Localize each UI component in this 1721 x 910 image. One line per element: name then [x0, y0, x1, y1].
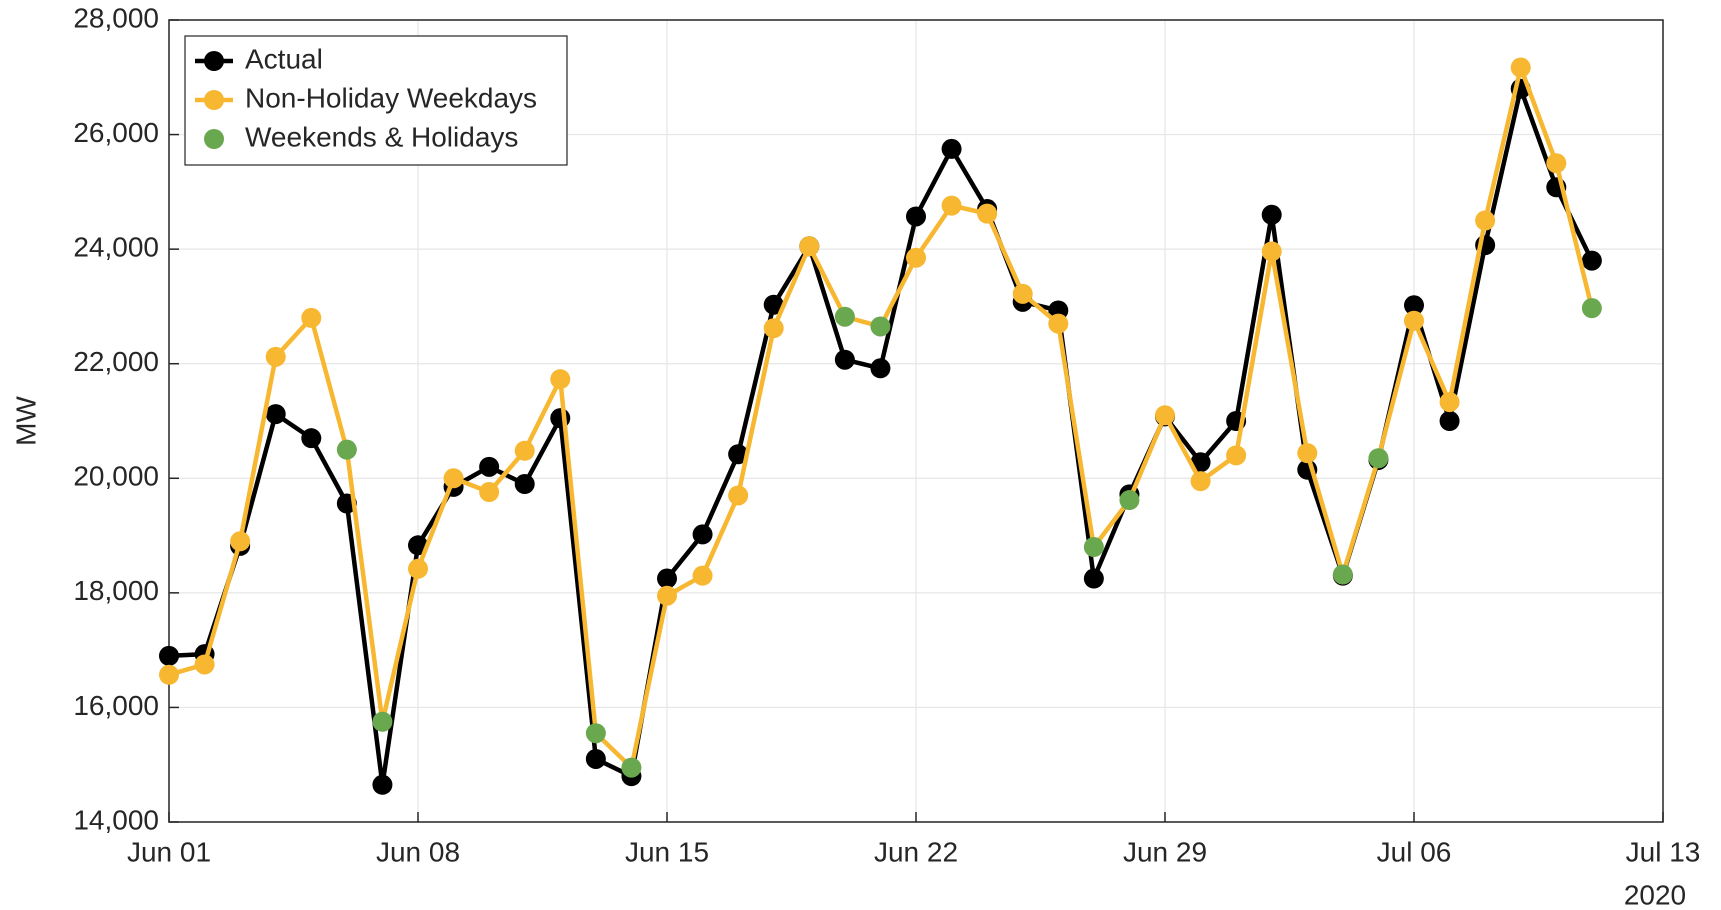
y-tick-label: 22,000: [73, 346, 159, 377]
actual-marker: [301, 428, 322, 449]
actual-marker: [479, 456, 500, 477]
weekend-marker: [621, 757, 642, 778]
weekday-marker: [941, 195, 962, 216]
x-tick-label: Jun 01: [127, 836, 211, 867]
y-tick-label: 18,000: [73, 575, 159, 606]
weekday-marker: [1048, 313, 1069, 334]
weekday-marker: [408, 558, 428, 579]
weekday-marker: [977, 203, 998, 224]
weekday-marker: [906, 247, 926, 268]
actual-marker: [941, 138, 962, 159]
weekday-marker: [265, 346, 286, 367]
legend-label: Non-Holiday Weekdays: [245, 82, 537, 113]
weekday-marker: [1510, 57, 1531, 78]
weekday-marker: [657, 585, 677, 606]
legend-box: [184, 35, 568, 166]
actual-marker: [1404, 295, 1424, 316]
y-tick-label: 14,000: [73, 804, 159, 835]
weekday-marker: [692, 565, 713, 586]
x-tick-label: Jun 08: [376, 836, 460, 867]
weekday-marker: [799, 236, 820, 257]
weekday-marker: [194, 654, 215, 675]
x-tick-label: Jul 06: [1377, 836, 1452, 867]
weekend-marker: [834, 306, 855, 327]
y-axis-label: MW: [10, 396, 41, 446]
legend-label: Actual: [245, 43, 323, 74]
weekday-marker: [1297, 443, 1318, 464]
actual-marker: [692, 524, 713, 545]
weekend-marker: [336, 439, 357, 460]
x-tick-label: Jun 15: [625, 836, 709, 867]
x-tick-label: Jun 29: [1123, 836, 1207, 867]
weekday-marker: [1475, 210, 1496, 231]
weekend-marker: [1332, 564, 1353, 585]
legend-marker: [204, 51, 224, 71]
actual-marker: [1439, 411, 1460, 431]
actual-marker: [550, 408, 571, 429]
actual-marker: [1581, 250, 1602, 271]
weekend-marker: [1581, 298, 1602, 319]
weekday-marker: [1012, 283, 1033, 304]
actual-marker: [870, 358, 891, 379]
weekend-marker: [1119, 490, 1140, 511]
y-tick-label: 26,000: [73, 117, 159, 148]
weekend-marker: [870, 316, 891, 337]
x-tick-label: Jul 13: [1626, 836, 1701, 867]
axes-box: [168, 19, 1664, 823]
weekday-marker: [1226, 445, 1247, 466]
actual-marker: [728, 444, 749, 465]
weekday-marker: [1546, 153, 1567, 174]
y-tick-label: 20,000: [73, 461, 159, 492]
weekday-marker: [550, 369, 571, 390]
actual-marker: [514, 474, 535, 495]
legend-marker: [204, 129, 224, 149]
legend-marker: [204, 90, 224, 110]
weekend-marker: [585, 723, 606, 744]
weekday-marker: [1404, 310, 1424, 331]
weekday-marker: [514, 440, 535, 461]
y-tick-label: 24,000: [73, 232, 159, 263]
weekday-marker: [159, 664, 179, 685]
actual-marker: [763, 294, 784, 315]
actual-marker: [834, 349, 855, 370]
weekday-marker: [1261, 241, 1282, 262]
weekday-marker: [728, 485, 749, 506]
actual-marker: [585, 748, 606, 769]
x-tick-label: Jun 22: [874, 836, 958, 867]
actual-marker: [265, 404, 286, 425]
weekday-marker: [443, 468, 464, 489]
weekend-marker: [1368, 448, 1389, 469]
y-tick-label: 16,000: [73, 690, 159, 721]
actual-marker: [1083, 568, 1104, 589]
actual-marker: [159, 645, 179, 666]
weekend-marker: [1083, 537, 1104, 558]
weekday-marker: [1190, 471, 1211, 492]
x-year-label: 2020: [1624, 879, 1686, 910]
legend-label: Weekends & Holidays: [245, 121, 518, 152]
y-tick-label: 28,000: [73, 2, 159, 33]
actual-marker: [1261, 204, 1282, 225]
weekday-marker: [230, 531, 251, 552]
actual-marker: [657, 568, 677, 589]
weekday-marker: [301, 307, 322, 328]
actual-marker: [906, 206, 926, 227]
weekday-marker: [479, 482, 500, 503]
weekend-marker: [372, 711, 393, 732]
weekday-marker: [1155, 405, 1175, 426]
weekday-marker: [1439, 392, 1460, 413]
actual-marker: [372, 774, 393, 795]
weekday-marker: [763, 318, 784, 339]
